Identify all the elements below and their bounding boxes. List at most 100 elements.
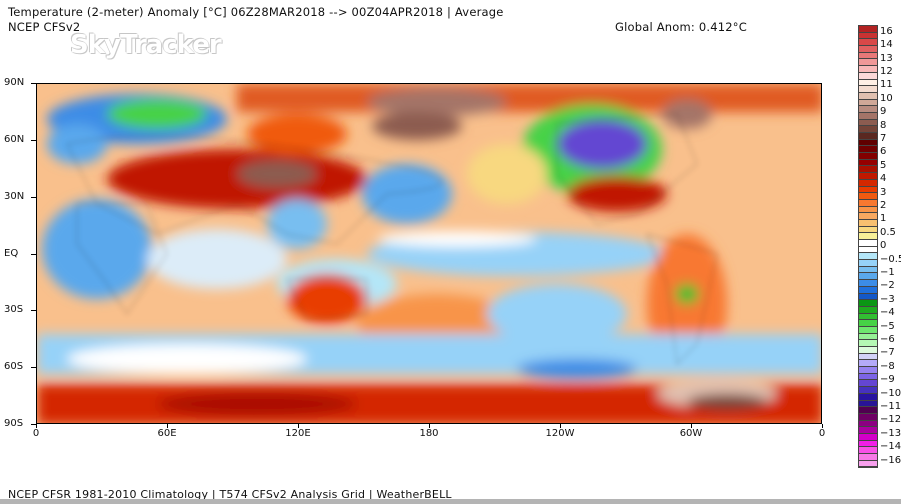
lat-tick (31, 367, 36, 369)
lat-label: 90S (4, 418, 24, 429)
colorbar-label: −9 (880, 374, 895, 386)
colorbar-band (859, 72, 877, 80)
colorbar-label: 16 (880, 25, 893, 37)
colorbar-band (859, 367, 877, 374)
global-anomaly: Global Anom: 0.412°C (615, 20, 747, 34)
colorbar-band (859, 39, 877, 47)
lon-label: 180 (419, 428, 439, 439)
colorbar-label: −1 (880, 266, 895, 278)
colorbar-band (859, 66, 877, 73)
colorbar-band (859, 440, 877, 448)
colorbar-band (859, 179, 877, 187)
colorbar-band (859, 306, 877, 314)
lat-label: 60N (4, 133, 25, 145)
colorbar-label: −4 (880, 307, 895, 319)
colorbar-band (859, 413, 877, 421)
colorbar-label: −3 (880, 293, 895, 305)
colorbar-band (859, 246, 877, 254)
lon-tick (691, 424, 692, 428)
colorbar-band (859, 293, 877, 301)
colorbar-band (859, 360, 877, 368)
colorbar-band (859, 433, 877, 441)
lon-label: 0 (32, 428, 40, 439)
colorbar-band (859, 447, 877, 454)
colorbar-label: −6 (880, 333, 895, 345)
colorbar-band (859, 79, 877, 87)
colorbar-label: −10 (880, 387, 901, 399)
colorbar-band (859, 26, 877, 33)
lon-tick (560, 424, 561, 428)
anomaly-field (37, 84, 821, 423)
lat-label: 30N (4, 190, 25, 202)
colorbar-label: −5 (880, 320, 895, 332)
colorbar-band (859, 139, 877, 147)
temperature-anomaly-map (36, 83, 822, 424)
lon-label: 120E (285, 428, 311, 439)
colorbar-band (859, 427, 877, 434)
colorbar-band (859, 166, 877, 174)
colorbar-label: 4 (880, 173, 887, 185)
colorbar-band (859, 46, 877, 53)
colorbar-label: 10 (880, 92, 893, 104)
colorbar-band (859, 133, 877, 140)
colorbar-label: 9 (880, 106, 887, 118)
colorbar-label: 0 (880, 240, 887, 252)
colorbar-band (859, 240, 877, 247)
colorbar-label: 7 (880, 132, 887, 144)
colorbar-band (859, 460, 877, 468)
lon-label: 60E (157, 428, 177, 439)
map-title: Temperature (2-meter) Anomaly [°C] 06Z28… (8, 5, 504, 19)
colorbar-band (859, 92, 877, 100)
colorbar-band (859, 52, 877, 60)
lat-tick (31, 310, 36, 312)
colorbar-label: 0.5 (880, 226, 896, 238)
lat-label: 60S (4, 361, 24, 373)
colorbar-band (859, 373, 877, 381)
lon-label: 120W (545, 428, 575, 439)
lon-tick (822, 424, 823, 428)
colorbar-label: −2 (880, 280, 895, 292)
colorbar-band (859, 340, 877, 347)
colorbar-band (859, 213, 877, 220)
colorbar-band (859, 159, 877, 167)
colorbar (858, 25, 878, 469)
colorbar-band (859, 407, 877, 414)
colorbar-band (859, 320, 877, 327)
lat-tick (31, 83, 36, 84)
watermark-logo: SkyTracker (70, 30, 222, 60)
colorbar-label: −13 (880, 427, 901, 439)
colorbar-band (859, 393, 877, 401)
colorbar-label: 14 (880, 39, 893, 51)
colorbar-label: 2 (880, 199, 887, 211)
colorbar-band (859, 400, 877, 408)
colorbar-band (859, 387, 877, 394)
lat-label: 90N (4, 77, 25, 88)
model-name: NCEP CFSv2 (8, 20, 81, 34)
colorbar-band (859, 99, 877, 107)
lon-tick (36, 424, 37, 428)
lat-label: EQ (4, 247, 19, 259)
colorbar-label: 1 (880, 213, 887, 225)
lon-label: 0 (818, 428, 826, 439)
colorbar-band (859, 266, 877, 274)
colorbar-label: −11 (880, 400, 901, 412)
colorbar-label: 8 (880, 119, 887, 131)
lon-label: 60W (679, 428, 703, 439)
colorbar-label: −12 (880, 414, 901, 426)
colorbar-label: −16 (880, 454, 901, 466)
colorbar-band (859, 219, 877, 227)
colorbar-band (859, 280, 877, 287)
colorbar-band (859, 32, 877, 40)
colorbar-band (859, 206, 877, 214)
lon-tick (298, 424, 299, 428)
colorbar-band (859, 420, 877, 428)
colorbar-label: −14 (880, 441, 901, 453)
colorbar-band (859, 153, 877, 160)
colorbar-band (859, 260, 877, 267)
colorbar-label: 3 (880, 186, 887, 198)
colorbar-band (859, 333, 877, 341)
lon-tick (167, 424, 168, 428)
lat-label: 30S (4, 304, 24, 316)
colorbar-band (859, 199, 877, 207)
colorbar-band (859, 347, 877, 354)
